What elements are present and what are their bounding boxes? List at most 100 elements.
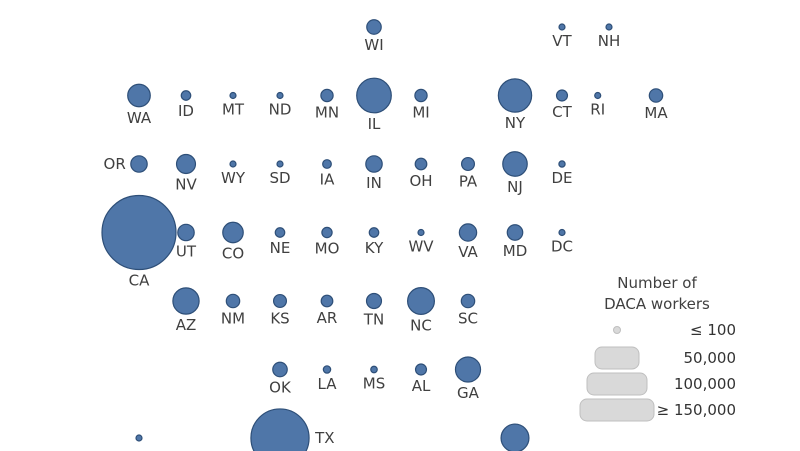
state-bubble-il[interactable]	[356, 77, 392, 114]
state-bubble-in[interactable]	[365, 155, 383, 173]
state-label-mt: MT	[222, 101, 245, 119]
state-label-md: MD	[503, 242, 528, 260]
state-bubble-ar[interactable]	[320, 294, 334, 308]
legend-labels: ≤ 100 50,000 100,000 ≥ 150,000	[657, 321, 736, 419]
state-labels: WI VT NH WA ID MT ND MN IL MI NY CT RI MA OR NV WY SD IA IN…	[104, 32, 669, 447]
state-bubble-md[interactable]	[506, 224, 524, 241]
state-bubble-id[interactable]	[180, 90, 192, 101]
state-bubble-wa[interactable]	[127, 83, 151, 108]
state-label-or: OR	[104, 155, 126, 173]
state-bubble-ne[interactable]	[274, 227, 286, 238]
state-bubble-pa[interactable]	[460, 156, 476, 172]
legend-shape-2	[594, 346, 640, 370]
state-bubble-mt[interactable]	[229, 91, 237, 100]
state-bubble-nv[interactable]	[175, 153, 197, 175]
state-bubble-de[interactable]	[558, 160, 566, 168]
state-label-wa: WA	[127, 109, 152, 127]
state-label-ok: OK	[269, 379, 292, 397]
state-label-wv: WV	[408, 238, 434, 256]
state-label-mi: MI	[412, 104, 429, 122]
state-bubble-ma[interactable]	[648, 88, 664, 103]
state-label-pa: PA	[459, 172, 478, 190]
state-bubble-mi[interactable]	[414, 88, 428, 103]
state-bubble-tn[interactable]	[365, 292, 383, 310]
state-label-de: DE	[551, 169, 572, 187]
state-label-ct: CT	[552, 103, 572, 121]
legend-title-line-2: DACA workers	[604, 295, 710, 313]
state-bubble-ky[interactable]	[368, 227, 380, 238]
state-label-ri: RI	[590, 101, 605, 119]
legend-shapes	[579, 326, 655, 422]
legend-title-line-1: Number of	[617, 274, 697, 292]
state-bubble-nc[interactable]	[407, 287, 435, 315]
state-label-va: VA	[458, 243, 478, 261]
state-label-ms: MS	[363, 375, 385, 393]
state-bubble-or[interactable]	[130, 155, 148, 173]
state-label-nj: NJ	[507, 178, 523, 196]
state-bubble-ny[interactable]	[497, 78, 533, 113]
state-bubble-nj[interactable]	[502, 151, 528, 177]
state-bubble-al[interactable]	[414, 363, 428, 376]
state-bubble-ok[interactable]	[272, 361, 288, 378]
state-label-nm: NM	[221, 310, 245, 328]
state-bubble-ks[interactable]	[272, 293, 288, 309]
size-legend: Number of DACA workers ≤ 100 50,000 100,00…	[579, 274, 736, 422]
legend-label-1: ≤ 100	[690, 321, 736, 339]
state-label-sc: SC	[458, 310, 478, 328]
state-label-ar: AR	[317, 309, 338, 327]
state-bubble-nd[interactable]	[276, 91, 284, 100]
state-label-ut: UT	[176, 243, 197, 261]
state-bubble-oh[interactable]	[414, 157, 428, 171]
state-label-ky: KY	[365, 239, 384, 257]
state-bubble-wi[interactable]	[366, 19, 382, 35]
state-bubble-fl[interactable]	[500, 423, 530, 451]
state-bubble-az[interactable]	[172, 287, 200, 315]
state-bubble-ms[interactable]	[370, 365, 378, 374]
state-label-co: CO	[222, 245, 244, 263]
state-bubble-sc[interactable]	[460, 293, 476, 309]
state-bubble-sd[interactable]	[276, 160, 284, 168]
state-label-ca: CA	[129, 272, 150, 290]
state-bubble-hi[interactable]	[135, 434, 143, 442]
state-bubbles	[101, 19, 664, 451]
state-label-wi: WI	[364, 36, 383, 54]
state-bubble-co[interactable]	[222, 221, 244, 244]
state-bubble-ut[interactable]	[177, 223, 195, 242]
state-bubble-wy[interactable]	[229, 160, 237, 168]
state-bubble-va[interactable]	[458, 223, 478, 242]
state-bubble-mn[interactable]	[320, 88, 334, 103]
state-label-ia: IA	[320, 170, 335, 188]
state-bubble-wv[interactable]	[417, 228, 425, 237]
legend-shape-1	[613, 326, 621, 334]
state-bubble-ct[interactable]	[555, 89, 569, 102]
state-label-il: IL	[368, 115, 381, 133]
legend-label-4: ≥ 150,000	[657, 401, 736, 419]
state-bubble-ca[interactable]	[101, 194, 177, 271]
state-label-ma: MA	[644, 104, 668, 122]
state-label-al: AL	[412, 377, 431, 395]
state-bubble-ia[interactable]	[322, 159, 332, 169]
state-label-nh: NH	[598, 32, 621, 50]
state-label-nc: NC	[410, 316, 432, 334]
state-label-ga: GA	[457, 384, 480, 402]
state-label-id: ID	[178, 102, 194, 120]
state-bubble-la[interactable]	[322, 365, 332, 374]
state-label-az: AZ	[176, 316, 197, 334]
state-bubble-ri[interactable]	[594, 91, 602, 100]
state-label-oh: OH	[409, 172, 432, 190]
state-bubble-ga[interactable]	[454, 356, 482, 383]
state-label-mn: MN	[315, 104, 339, 122]
state-label-tx: TX	[314, 429, 334, 447]
state-bubble-dc[interactable]	[558, 228, 566, 237]
legend-label-3: 100,000	[674, 375, 736, 393]
state-bubble-mo[interactable]	[321, 226, 333, 239]
state-bubble-tx[interactable]	[250, 408, 310, 451]
state-label-tn: TN	[363, 310, 384, 328]
state-label-dc: DC	[551, 238, 573, 256]
state-label-sd: SD	[269, 169, 290, 187]
state-bubble-nm[interactable]	[225, 293, 241, 309]
state-bubble-vt[interactable]	[558, 23, 566, 31]
state-bubble-nh[interactable]	[605, 23, 613, 31]
state-label-nd: ND	[269, 101, 292, 119]
